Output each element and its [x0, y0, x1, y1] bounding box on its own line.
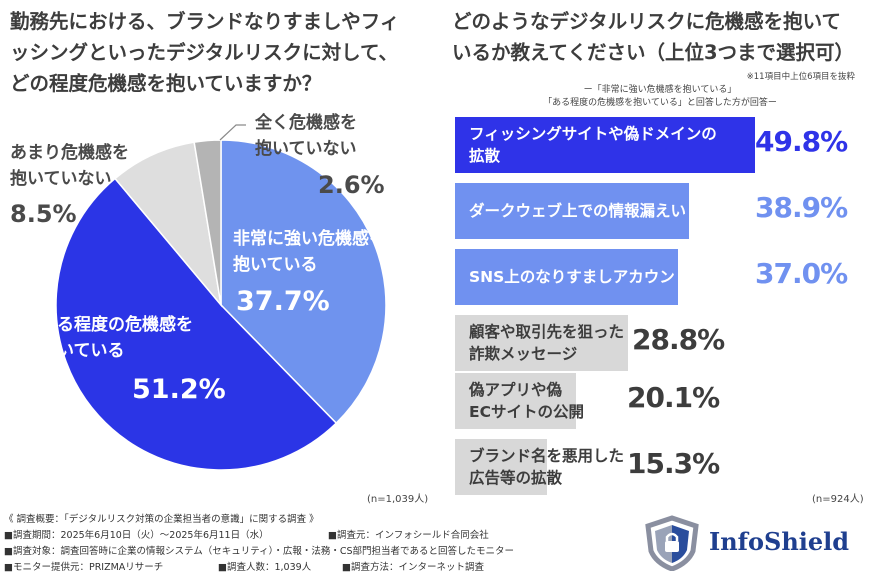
shield-icon: [645, 515, 699, 571]
bar-row: 顧客や取引先を狙った 詐欺メッセージ 28.8%: [455, 315, 865, 371]
bar-category-label: SNS上のなりすましアカウント: [469, 268, 691, 286]
pie-slice-some: [55, 177, 338, 471]
right-question-title: どのようなデジタルリスクに危機感を抱いて いるか教えてください（上位3つまで選択…: [452, 10, 855, 64]
pie-value-none: 2.6%: [318, 171, 385, 199]
bar-sample-size: (n=924人): [812, 494, 864, 505]
footer-provider: ■モニター提供元：PRIZMAリサーチ: [4, 562, 164, 573]
pie-label-none-line-2: 抱いていない: [255, 138, 357, 159]
left-question-title: 勤務先における、ブランドなりすましやフィ ッシングといったデジタルリスクに対して…: [10, 10, 400, 95]
pie-leader-line: [219, 124, 246, 141]
pie-value-little: 8.5%: [10, 200, 77, 228]
bar-value-label: 20.1%: [627, 381, 720, 414]
footer-row-4: ■モニター提供元：PRIZMAリサーチ ■調査人数：1,039人 ■調査方法：イ…: [4, 560, 514, 576]
bar-fill: [455, 117, 755, 173]
pie-value-some: 51.2%: [132, 374, 226, 405]
bar-category-label: フィッシングサイトや偽ドメインの 拡散: [469, 125, 717, 165]
bar-fill: [455, 315, 628, 371]
top6-note: ※11項目中上位6項目を抜粋: [746, 72, 855, 82]
bar-row: 偽アプリや偽 ECサイトの公開 20.1%: [455, 373, 865, 429]
bar-category-label: 偽アプリや偽 ECサイトの公開: [469, 381, 584, 421]
bar-fill: [455, 439, 547, 495]
pie-label-little-line-1: あまり危機感を: [10, 142, 129, 163]
footer-target: ■調査対象：調査回答時に企業の情報システム（セキュリティ）・広報・法務・CS部門…: [4, 546, 514, 557]
footer-method: ■調査方法：インターネット調査: [342, 562, 484, 573]
respondent-condition: ー「非常に強い危機感を抱いている」 「ある程度の危機感を抱いている」と回答した方…: [543, 85, 777, 108]
bar-category-label: 顧客や取引先を狙った 詐欺メッセージ: [469, 323, 625, 363]
bar-chart: フィッシングサイトや偽ドメインの 拡散 49.8% ダークウェブ上での情報漏えい 38…: [455, 117, 865, 497]
bar-value-label: 15.3%: [627, 447, 720, 480]
bar-category-label: ブランド名を悪用した 広告等の拡散: [469, 447, 625, 487]
pie-slice-little: [113, 141, 223, 308]
footer-org: ■調査元：インフォシールド合同会社: [328, 530, 489, 541]
footer-overview: 《 調査概要：「デジタルリスク対策の企業担当者の意識」に関する調査 》: [4, 514, 319, 525]
pie-chart: 非常に強い危機感を抱いている37.7%ある程度の危機感を抱いている51.2%あま…: [10, 112, 387, 471]
pie-sample-size: (n=1,039人): [367, 494, 429, 505]
survey-overview: 《 調査概要：「デジタルリスク対策の企業担当者の意識」に関する調査 》 ■調査期…: [4, 512, 514, 576]
bar-value-label: 37.0%: [755, 257, 848, 290]
bar-value-label: 38.9%: [755, 191, 848, 224]
bar-fill: [455, 183, 689, 239]
bar-row: フィッシングサイトや偽ドメインの 拡散 49.8%: [455, 117, 865, 173]
bar-fill: [455, 249, 678, 305]
logo-text: InfoShield: [709, 527, 850, 556]
footer-row-2: ■調査期間：2025年6月10日（火）〜2025年6月11日（水） ■調査元：イ…: [4, 528, 514, 544]
bar-row: SNS上のなりすましアカウント 37.0%: [455, 249, 865, 305]
bar-row: ダークウェブ上での情報漏えい 38.9%: [455, 183, 865, 239]
infoshield-logo: InfoShield: [641, 515, 863, 571]
footer-count: ■調査人数：1,039人: [218, 562, 312, 573]
bar-row: ブランド名を悪用した 広告等の拡散 15.3%: [455, 439, 865, 495]
bar-category-label: ダークウェブ上での情報漏えい: [469, 202, 687, 220]
pie-label-some-line-2: 抱いている: [40, 340, 125, 361]
pie-label-strong-line-2: 抱いている: [233, 254, 318, 275]
pie-slice-strong: [220, 139, 387, 425]
pie-label-little-line-2: 抱いていない: [10, 168, 112, 189]
pie-slice-none: [193, 139, 222, 306]
pie-label-some-line-1: ある程度の危機感を: [40, 314, 193, 335]
footer-period: ■調査期間：2025年6月10日（火）〜2025年6月11日（水）: [4, 530, 269, 541]
pie-label-strong-line-1: 非常に強い危機感を: [233, 228, 386, 249]
bar-value-label: 28.8%: [632, 323, 725, 356]
pie-value-strong: 37.7%: [236, 286, 330, 317]
bar-value-label: 49.8%: [755, 125, 848, 158]
pie-label-none-line-1: 全く危機感を: [254, 112, 357, 133]
bar-fill: [455, 373, 576, 429]
